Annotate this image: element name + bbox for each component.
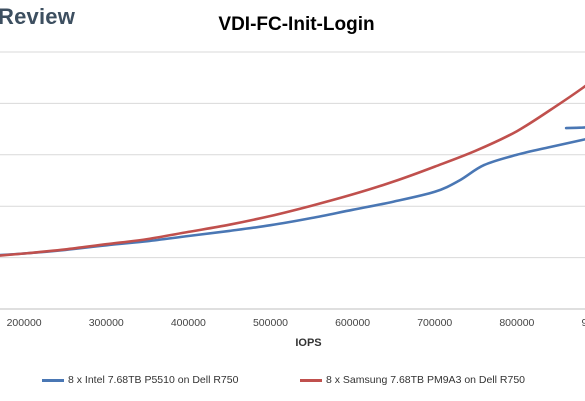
x-tick-label: 900000: [581, 317, 585, 329]
x-tick-labels: 1000002000003000004000005000006000007000…: [7, 317, 585, 329]
series-line-0: [564, 126, 585, 130]
gridlines: [0, 51, 585, 259]
legend-label-intel: 8 x Intel 7.68TB P5510 on Dell R750: [68, 374, 239, 386]
series-line-1: [0, 84, 585, 257]
legend-label-samsung: 8 x Samsung 7.68TB PM9A3 on Dell R750: [326, 374, 526, 386]
x-tick-label: 600000: [335, 317, 370, 329]
chart-title: VDI-FC-Init-Login: [218, 14, 375, 35]
review-logo: Review: [0, 4, 76, 29]
x-tick-label: 300000: [89, 317, 124, 329]
legend-item-samsung: 8 x Samsung 7.68TB PM9A3 on Dell R750: [300, 374, 525, 386]
series-lines: [0, 84, 585, 257]
x-tick-label: 500000: [253, 317, 288, 329]
legend-swatch-intel: [42, 378, 64, 382]
legend-item-intel: 8 x Intel 7.68TB P5510 on Dell R750: [42, 374, 238, 386]
x-tick-label: 800000: [499, 317, 534, 329]
x-tick-label: 700000: [417, 317, 452, 329]
x-tick-label: 400000: [171, 317, 206, 329]
legend: 8 x Intel 7.68TB P5510 on Dell R750 8 x …: [0, 374, 585, 390]
x-axis-title: IOPS: [295, 337, 322, 349]
series-line-0: [0, 138, 585, 257]
x-tick-label: 200000: [7, 317, 42, 329]
legend-swatch-samsung: [300, 378, 322, 382]
